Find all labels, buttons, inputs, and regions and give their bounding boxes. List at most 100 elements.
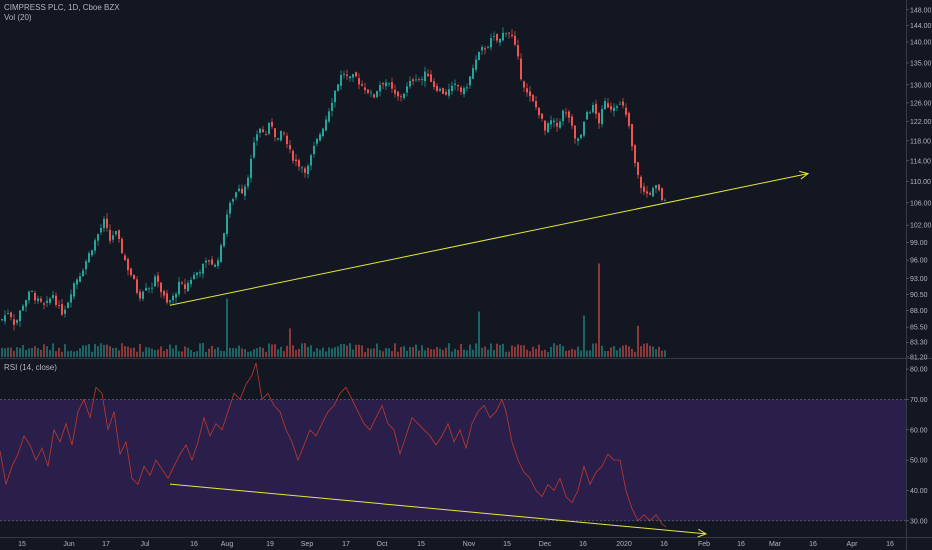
volume-bar: [235, 348, 237, 357]
candle-body: [529, 91, 531, 97]
price-tick-label: 85.50: [910, 325, 928, 332]
volume-bar: [298, 348, 300, 357]
volume-bar: [442, 350, 444, 357]
candle-body: [556, 122, 558, 127]
time-tick-label: Dec: [539, 541, 552, 548]
candle-body: [583, 121, 585, 136]
candle-body: [616, 106, 618, 108]
volume-bar: [148, 347, 150, 357]
volume-bar: [64, 344, 66, 357]
candle-body: [433, 81, 435, 88]
volume-bar: [103, 344, 105, 357]
candle-body: [463, 88, 465, 95]
candle-body: [382, 82, 384, 85]
price-tick-label: 140.00: [910, 39, 932, 46]
candle-body: [118, 230, 120, 239]
volume-bar: [394, 343, 396, 357]
candle-body: [181, 282, 183, 284]
volume-bar: [262, 347, 264, 357]
candle-body: [223, 233, 225, 246]
volume-bar: [112, 348, 114, 357]
volume-bar: [409, 346, 411, 357]
time-tick-label: 15: [417, 541, 425, 548]
candle-body: [496, 33, 498, 41]
candle-body: [139, 291, 141, 299]
volume-bar: [322, 347, 324, 357]
candle-body: [151, 287, 153, 289]
candle-body: [595, 103, 597, 114]
price-tick-label: 106.00: [910, 200, 932, 207]
price-tick-label: 81.20: [910, 355, 928, 362]
candle-body: [25, 300, 27, 307]
volume-bar: [265, 351, 267, 357]
volume-bar: [655, 349, 657, 357]
price-tick-label: 126.00: [910, 100, 932, 107]
volume-bar: [661, 350, 663, 357]
candle-body: [409, 80, 411, 87]
volume-bar: [118, 350, 120, 357]
candle-body: [217, 260, 219, 266]
rsi-tick-label: 40.00: [910, 488, 928, 495]
volume-bar: [553, 343, 555, 357]
volume-bar: [349, 343, 351, 357]
rsi-tick-label: 60.00: [910, 427, 928, 434]
volume-bar: [193, 351, 195, 357]
volume-bar: [295, 349, 297, 357]
volume-bar: [634, 351, 636, 357]
candle-body: [370, 92, 372, 94]
price-trend-arrow-head: [799, 170, 810, 180]
volume-bar: [172, 348, 174, 357]
volume-bar: [517, 344, 519, 357]
candle-body: [661, 188, 663, 201]
volume-bar: [529, 351, 531, 357]
candle-body: [124, 255, 126, 261]
volume-bar: [499, 345, 501, 357]
candle-body: [100, 227, 102, 233]
candle-body: [253, 142, 255, 158]
candle-body: [346, 74, 348, 76]
candle-body: [562, 110, 564, 122]
volume-bar: [481, 347, 483, 357]
volume-bar: [292, 345, 294, 357]
volume-bar: [226, 298, 228, 357]
volume-bar: [106, 344, 108, 357]
candle-body: [379, 85, 381, 92]
candle-body: [85, 261, 87, 270]
volume-bar: [247, 351, 249, 357]
candle-body: [604, 101, 606, 110]
time-tick-label: 17: [342, 541, 350, 548]
price-tick-label: 148.00: [910, 7, 932, 14]
price-tick-label: 118.00: [910, 138, 931, 145]
rsi-tick-label: 30.00: [910, 518, 928, 525]
volume-bar: [610, 347, 612, 357]
candle-body: [535, 100, 537, 108]
volume-bar: [25, 349, 27, 357]
candle-body: [304, 168, 306, 173]
volume-bar: [565, 350, 567, 357]
candle-body: [55, 295, 57, 305]
candle-body: [406, 86, 408, 93]
volume-bar: [28, 348, 30, 357]
volume-bar: [22, 345, 24, 357]
candle-body: [58, 305, 60, 306]
volume-bar: [169, 344, 171, 357]
candle-body: [538, 107, 540, 116]
volume-bar: [94, 343, 96, 357]
volume-bar: [79, 348, 81, 357]
candle-body: [487, 47, 489, 49]
candle-body: [646, 191, 648, 194]
candle-body: [76, 279, 78, 285]
volume-bar: [82, 345, 84, 357]
volume-bar: [604, 351, 606, 357]
candle-body: [256, 134, 258, 141]
price-tick-label: 96.00: [910, 258, 928, 265]
time-tick-label: Sep: [301, 541, 314, 548]
volume-bar: [649, 345, 651, 357]
candle-body: [160, 282, 162, 293]
volume-bar: [397, 351, 399, 357]
candle-body: [649, 192, 651, 195]
volume-bar: [55, 351, 57, 357]
candle-body: [568, 111, 570, 118]
candle-body: [343, 74, 345, 75]
